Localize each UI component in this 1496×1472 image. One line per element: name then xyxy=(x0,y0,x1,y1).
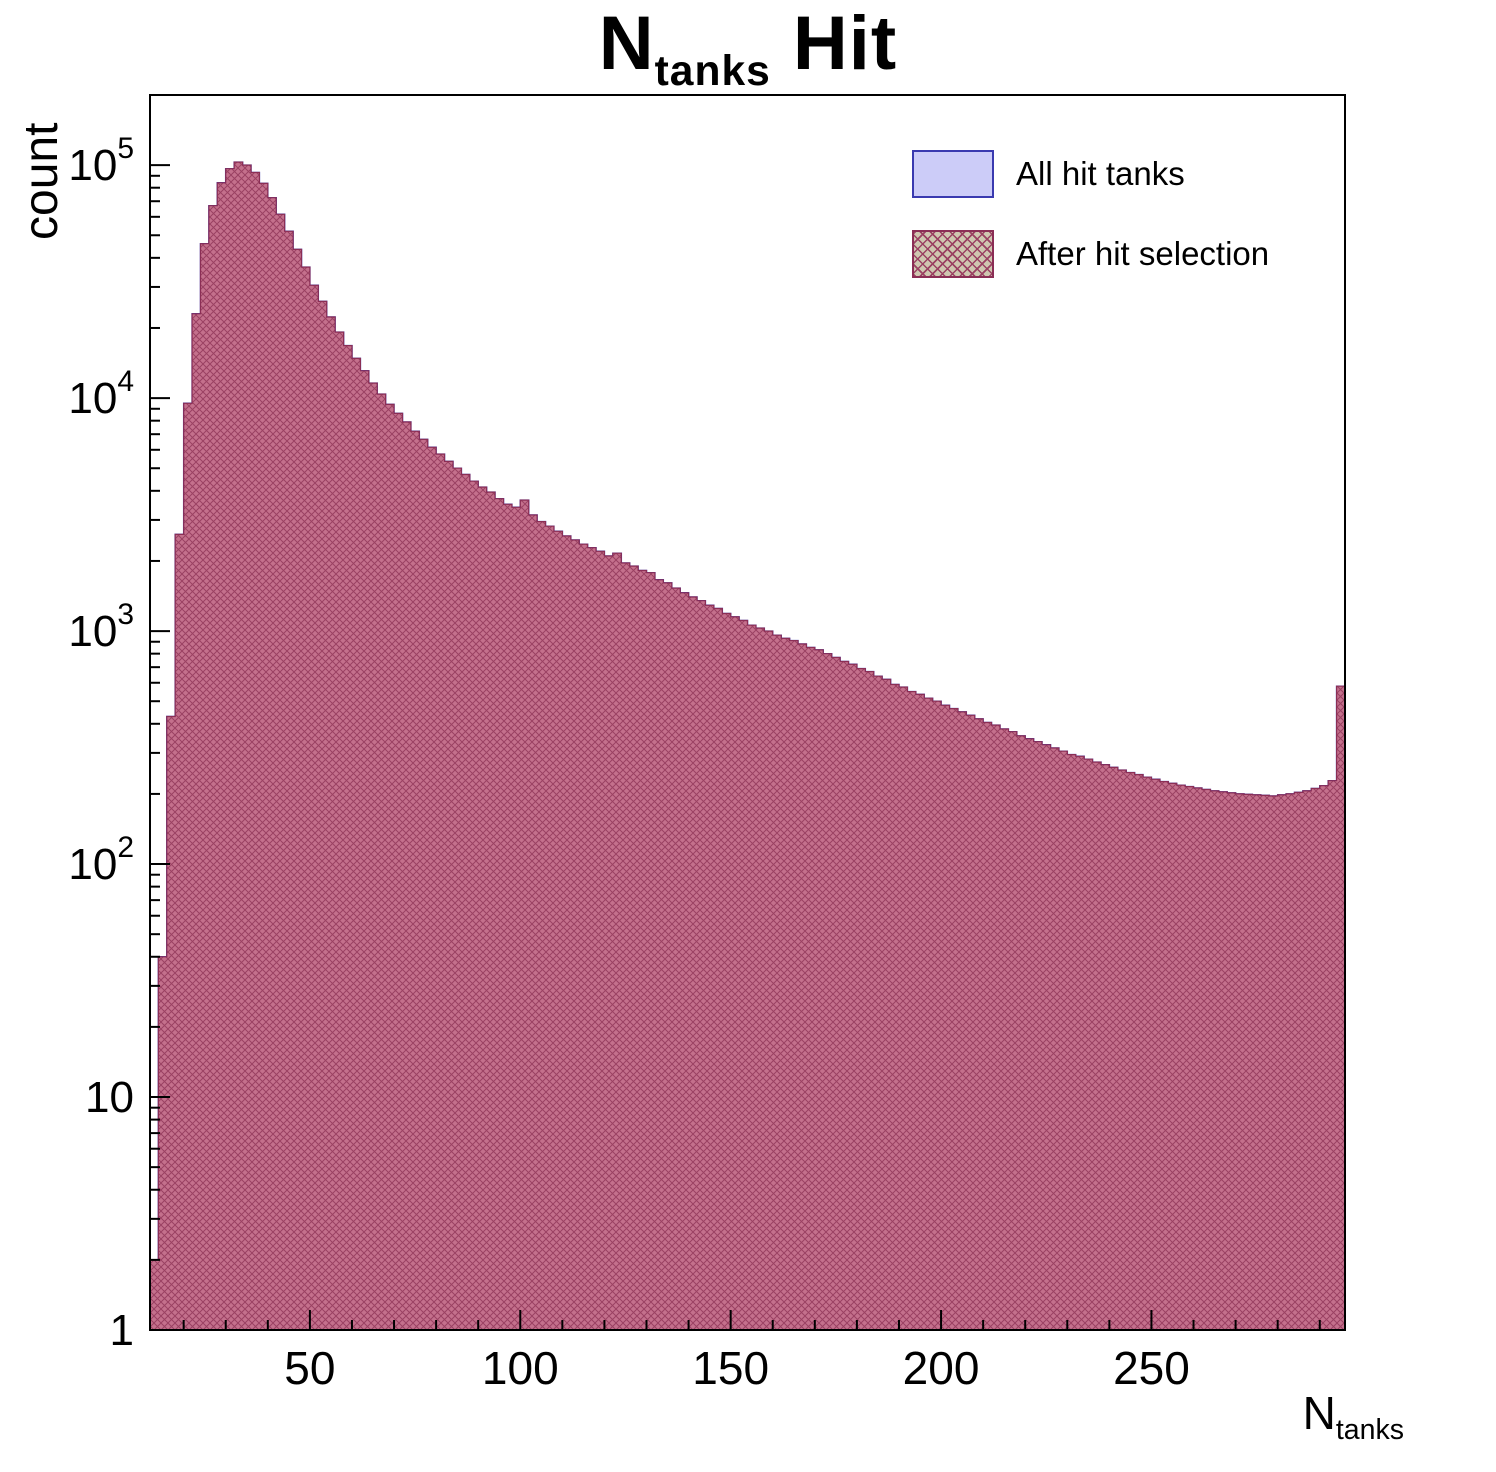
legend-swatch-all-hit-tanks xyxy=(912,150,994,198)
y-tick-labels: 1 10 102 103 104 105 xyxy=(68,132,134,1355)
svg-text:50: 50 xyxy=(284,1342,335,1394)
svg-text:100: 100 xyxy=(482,1342,559,1394)
svg-text:102: 102 xyxy=(68,831,134,889)
legend: All hit tanks After hit selection xyxy=(912,150,1269,278)
x-axis-title-prefix: N xyxy=(1302,1387,1336,1439)
svg-text:1: 1 xyxy=(110,1306,134,1355)
hist-after-hit-selection xyxy=(149,161,1346,1331)
chart-title-suffix: Hit xyxy=(770,1,898,86)
legend-entry-all-hit-tanks: All hit tanks xyxy=(912,150,1269,198)
svg-text:104: 104 xyxy=(68,365,134,423)
x-axis-title: Ntanks xyxy=(1302,1386,1404,1444)
legend-swatch-after-hit-selection xyxy=(912,230,994,278)
x-tick-labels: 50 100 150 200 250 xyxy=(284,1342,1190,1394)
y-axis-title: count xyxy=(15,122,68,240)
svg-text:105: 105 xyxy=(68,132,134,190)
plot-frame xyxy=(149,94,1346,1331)
svg-text:10: 10 xyxy=(85,1073,134,1122)
legend-label-all-hit-tanks: All hit tanks xyxy=(1016,155,1185,192)
x-axis-title-subscript: tanks xyxy=(1335,1414,1404,1447)
chart-title-subscript: tanks xyxy=(654,47,771,96)
legend-label-after-hit-selection: After hit selection xyxy=(1016,235,1270,272)
axis-ticks xyxy=(150,164,1321,1331)
chart-title: Ntanks Hit xyxy=(0,0,1496,92)
svg-text:103: 103 xyxy=(68,598,134,656)
chart-title-prefix: N xyxy=(598,1,655,86)
svg-text:150: 150 xyxy=(692,1342,769,1394)
svg-text:250: 250 xyxy=(1113,1342,1190,1394)
legend-entry-after-hit-selection: After hit selection xyxy=(912,230,1269,278)
svg-text:200: 200 xyxy=(903,1342,980,1394)
